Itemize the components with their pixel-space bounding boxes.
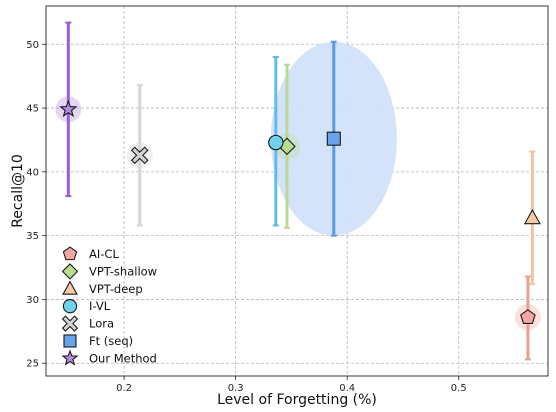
legend-ai-cl-label: AI-CL [89,247,119,261]
y-tick-label: 50 [26,40,39,51]
markers [59,99,541,324]
legend-our-method-marker [61,349,79,366]
legend-vpt-shallow-marker [61,263,79,280]
lora-marker [130,146,149,165]
legend-vpt-shallow-label: VPT-shallow [89,264,157,278]
legend-vpt-deep-marker [62,280,78,295]
axes: 0.2 0.3 0.4 0.5 25 30 35 40 45 50 [26,5,549,394]
legend-i-vl-label: I-VL [89,299,111,313]
y-tick-label: 35 [26,231,39,242]
y-tick-label: 45 [26,104,39,115]
y-tick-label: 30 [26,295,39,306]
legend-ai-cl-marker [62,246,78,261]
our-method-marker [59,99,78,118]
ai-cl-marker [520,309,536,324]
legend-lora-label: Lora [89,317,114,331]
x-tick-label: 0.5 [451,383,467,394]
legend-i-vl-marker [62,299,78,314]
legend-our-method-label: Our Method [89,351,157,365]
x-tick-label: 0.4 [339,383,355,394]
legend-vpt-deep-label: VPT-deep [89,282,143,296]
x-tick-label: 0.3 [228,383,244,394]
y-axis-label: Recall@10 [10,154,26,228]
ft-seq--marker [326,131,341,146]
i-vl-marker [268,134,284,151]
legend: AI-CL VPT-shallow VPT-deep I-VL Lora Ft (seq)… [61,246,157,366]
x-axis-label: Level of Forgetting (%) [217,392,377,408]
y-tick-label: 25 [26,359,39,370]
legend-lora-marker [61,315,79,332]
x-tick-label: 0.2 [116,383,132,394]
legend-ft-seq--marker [63,334,77,348]
legend-ft-seq--label: Ft (seq) [89,334,133,348]
vpt-deep-marker [523,208,541,225]
y-tick-label: 40 [26,167,39,178]
plot-frame [45,5,549,377]
